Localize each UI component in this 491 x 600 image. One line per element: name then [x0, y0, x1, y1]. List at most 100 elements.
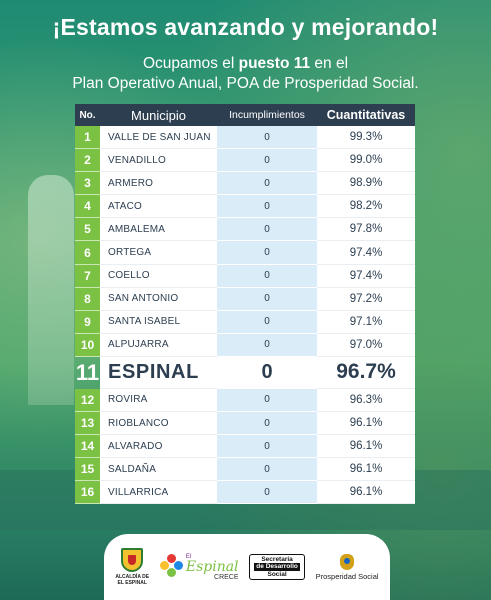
row-incumplimientos: 0 — [217, 287, 317, 311]
row-incumplimientos: 0 — [217, 388, 317, 413]
alcaldia-logo: ALCALDÍA DE EL ESPINAL — [115, 548, 149, 586]
alcaldia-line-1: ALCALDÍA DE — [115, 574, 150, 580]
row-incumplimientos: 0 — [217, 218, 317, 242]
church-tower-silhouette — [28, 175, 74, 405]
row-number: 2 — [75, 149, 100, 173]
row-cuantitativas: 99.0% — [317, 149, 415, 173]
subtitle-pre: Ocupamos el — [142, 55, 239, 72]
row-number: 12 — [75, 388, 100, 413]
row-cuantitativas: 96.1% — [317, 412, 415, 436]
row-number: 8 — [75, 287, 100, 311]
row-municipio: SALDAÑA — [100, 458, 217, 482]
row-incumplimientos: 0 — [217, 356, 317, 389]
sec-line-2: de Desarrollo — [254, 563, 300, 571]
prosperidad-label: Prosperidad Social — [315, 571, 379, 581]
row-cuantitativas: 97.4% — [317, 241, 415, 265]
row-municipio: ALPUJARRA — [100, 333, 217, 357]
row-incumplimientos: 0 — [217, 458, 317, 482]
row-number: 16 — [75, 481, 100, 505]
crece-el: El — [185, 553, 192, 560]
row-number: 11 — [75, 359, 100, 385]
table-row: 14 ALVARADO 0 96.1% — [75, 435, 415, 459]
table-row: 2 VENADILLO 0 99.0% — [75, 149, 415, 173]
row-incumplimientos: 0 — [217, 412, 317, 436]
table-row: 5 AMBALEMA 0 97.8% — [75, 218, 415, 242]
row-number: 3 — [75, 172, 100, 196]
row-municipio: AMBALEMA — [100, 218, 217, 242]
crece-main: Espinal — [185, 558, 239, 575]
row-cuantitativas: 97.2% — [317, 287, 415, 311]
table-row: 12 ROVIRA 0 96.3% — [75, 388, 415, 413]
footer-logos: ALCALDÍA DE EL ESPINAL El Espinal CRECE … — [104, 534, 390, 600]
row-municipio: ARMERO — [100, 172, 217, 196]
row-incumplimientos: 0 — [217, 195, 317, 219]
alcaldia-line-2: EL ESPINAL — [117, 580, 147, 586]
row-cuantitativas: 96.1% — [317, 435, 415, 459]
subtitle-line-1: Ocupamos el puesto 11 en el — [0, 55, 491, 73]
row-number: 13 — [75, 412, 100, 436]
row-municipio: SANTA ISABEL — [100, 310, 217, 334]
row-municipio: ESPINAL — [100, 356, 217, 389]
row-municipio: VENADILLO — [100, 149, 217, 173]
table-header: No. Municipio Incumplimientos Cuantitati… — [75, 104, 415, 126]
row-municipio: RIOBLANCO — [100, 412, 217, 436]
row-cuantitativas: 97.0% — [317, 333, 415, 357]
row-number: 6 — [75, 241, 100, 265]
row-cuantitativas: 96.3% — [317, 388, 415, 413]
row-cuantitativas: 98.2% — [317, 195, 415, 219]
row-cuantitativas: 97.1% — [317, 310, 415, 334]
row-incumplimientos: 0 — [217, 172, 317, 196]
row-incumplimientos: 0 — [217, 126, 317, 150]
ranking-table: No. Municipio Incumplimientos Cuantitati… — [75, 104, 415, 505]
row-incumplimientos: 0 — [217, 264, 317, 288]
row-cuantitativas: 98.9% — [317, 172, 415, 196]
crece-sub: CRECE — [214, 573, 239, 581]
crest-icon — [340, 553, 355, 570]
row-number: 1 — [75, 126, 100, 150]
alcaldia-label: ALCALDÍA DE EL ESPINAL — [115, 574, 149, 586]
espinal-crece-logo: El Espinal CRECE — [159, 554, 239, 581]
col-header-incumplimientos: Incumplimientos — [229, 109, 305, 121]
row-incumplimientos: 0 — [217, 310, 317, 334]
row-incumplimientos: 0 — [217, 481, 317, 505]
table-row: 9 SANTA ISABEL 0 97.1% — [75, 310, 415, 334]
row-number: 4 — [75, 195, 100, 219]
table-row: 13 RIOBLANCO 0 96.1% — [75, 412, 415, 436]
crece-text: El Espinal CRECE — [186, 554, 239, 581]
prosperidad-logo: Prosperidad Social — [315, 553, 379, 581]
row-incumplimientos: 0 — [217, 149, 317, 173]
col-header-no: No. — [79, 109, 96, 121]
subtitle-line-2: Plan Operativo Anual, POA de Prosperidad… — [72, 75, 419, 92]
row-cuantitativas: 96.7% — [317, 356, 415, 389]
row-cuantitativas: 97.4% — [317, 264, 415, 288]
row-municipio: SAN ANTONIO — [100, 287, 217, 311]
col-header-municipio: Municipio — [131, 107, 186, 123]
row-number: 7 — [75, 264, 100, 288]
row-incumplimientos: 0 — [217, 333, 317, 357]
sec-line-1: Secretaría — [261, 555, 293, 563]
row-municipio: ALVARADO — [100, 435, 217, 459]
row-number: 5 — [75, 218, 100, 242]
row-number: 14 — [75, 435, 100, 459]
shield-icon — [121, 548, 144, 572]
table-row: 10 ALPUJARRA 0 97.0% — [75, 333, 415, 357]
flower-icon — [159, 554, 184, 580]
rows-top: 1 VALLE DE SAN JUAN 0 99.3% 2 VENADILLO 0 99.0%… — [75, 126, 415, 357]
subtitle-post: en el — [310, 55, 349, 72]
table-row: 16 VILLARRICA 0 96.1% — [75, 481, 415, 505]
row-municipio: ROVIRA — [100, 388, 217, 413]
table-row: 3 ARMERO 0 98.9% — [75, 172, 415, 196]
subtitle-bold: puesto 11 — [238, 55, 311, 72]
table-row: 7 COELLO 0 97.4% — [75, 264, 415, 288]
row-municipio: ATACO — [100, 195, 217, 219]
row-municipio: ORTEGA — [100, 241, 217, 265]
rows-bottom: 12 ROVIRA 0 96.3% 13 RIOBLANCO 0 96.1% 14 ALVARAD… — [75, 388, 415, 505]
row-number: 9 — [75, 310, 100, 334]
row-cuantitativas: 97.8% — [317, 218, 415, 242]
row-cuantitativas: 99.3% — [317, 126, 415, 150]
table-row: 8 SAN ANTONIO 0 97.2% — [75, 287, 415, 311]
table-row: 4 ATACO 0 98.2% — [75, 195, 415, 219]
table-row: 1 VALLE DE SAN JUAN 0 99.3% — [75, 126, 415, 150]
table-row: 15 SALDAÑA 0 96.1% — [75, 458, 415, 482]
row-municipio: COELLO — [100, 264, 217, 288]
